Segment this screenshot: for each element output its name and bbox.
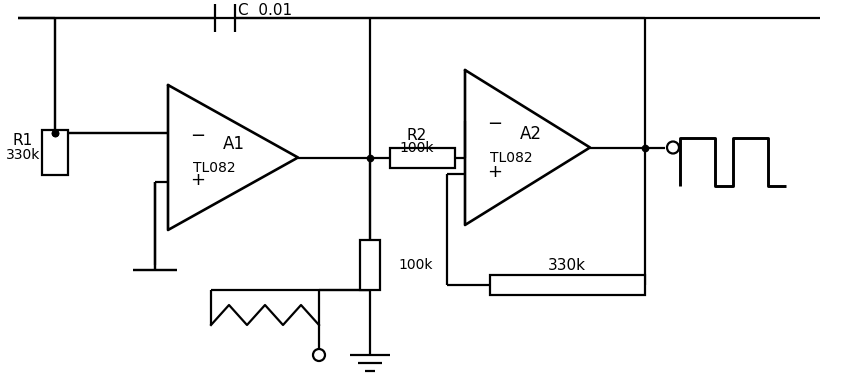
Circle shape: [667, 142, 679, 154]
Text: +: +: [190, 171, 205, 189]
Text: +: +: [487, 163, 502, 181]
Bar: [490, 275, 645, 295]
Text: 330k: 330k: [6, 148, 40, 162]
Text: R2: R2: [407, 128, 427, 143]
Text: −: −: [487, 115, 502, 133]
Text: 330k: 330k: [548, 258, 586, 273]
Circle shape: [313, 349, 325, 361]
Text: TL082: TL082: [193, 161, 235, 174]
Bar: [42, 130, 68, 175]
Text: C  0.01: C 0.01: [238, 2, 292, 17]
Text: 100k: 100k: [398, 258, 433, 272]
Text: R1: R1: [13, 132, 33, 147]
Text: 100k: 100k: [400, 141, 435, 154]
Text: −: −: [190, 127, 205, 145]
Bar: [360, 240, 380, 290]
Text: TL082: TL082: [490, 151, 533, 164]
Text: A1: A1: [223, 134, 245, 152]
Bar: [390, 147, 455, 167]
Text: A2: A2: [520, 124, 542, 142]
